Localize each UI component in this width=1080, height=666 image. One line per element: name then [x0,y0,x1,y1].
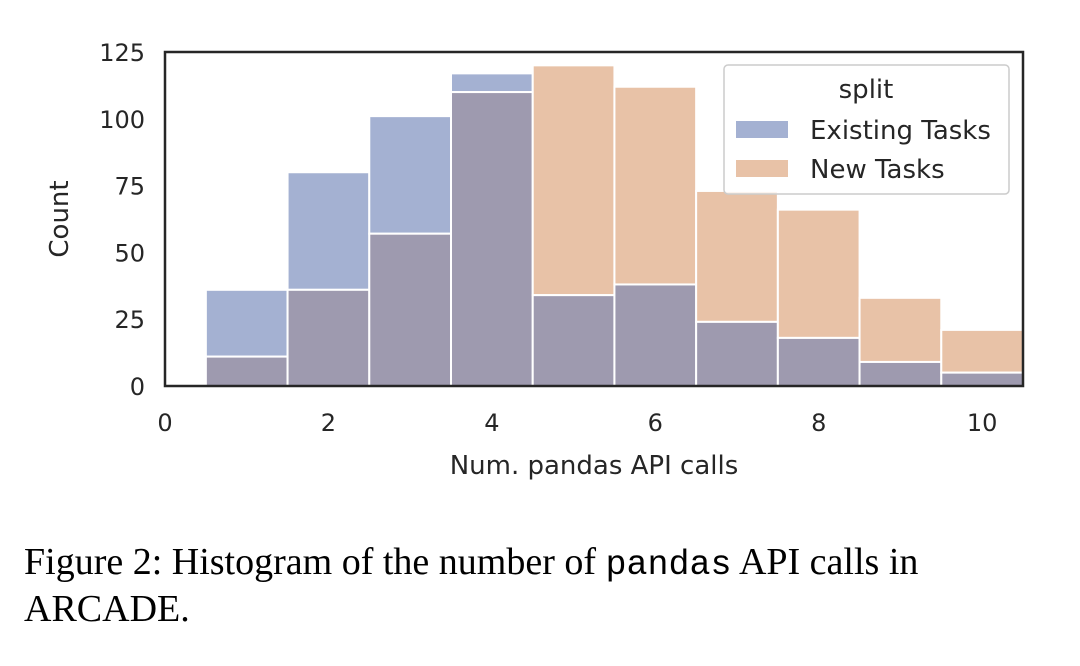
y-axis-ticks: 0 25 50 75 100 125 [99,39,145,401]
x-axis-ticks: 0 2 4 6 8 10 [157,409,997,437]
bar-overlap-bin-2 [286,288,371,388]
y-axis-label: Count [45,180,75,257]
bar-overlap-bin-5 [531,294,616,388]
y-tick-label: 0 [130,373,145,401]
x-tick-label: 10 [967,409,998,437]
bar-new-tasks-bin-6 [613,85,698,286]
bar-overlap-bin-9 [858,360,943,387]
bar-overlap-bin-3 [368,232,452,387]
y-tick-label: 125 [99,39,145,67]
legend-swatch-existing-tasks [736,121,788,138]
bar-overlap-bin-6 [613,283,698,387]
bar-overlap-bin-10 [940,371,1024,388]
bar-existing-tasks-bin-2 [286,171,371,291]
bar-overlap-bin-1 [204,355,289,388]
x-tick-label: 2 [321,409,336,437]
caption-prefix: Figure 2: Histogram of the number of [24,541,606,583]
x-tick-label: 6 [648,409,663,437]
bar-new-tasks-bin-5 [531,64,616,297]
bar-existing-tasks-bin-4 [450,72,534,94]
bar-overlap-bin-4 [450,91,534,388]
legend-label-existing-tasks: Existing Tasks [810,116,991,146]
legend-label-new-tasks: New Tasks [810,155,945,185]
x-tick-label: 8 [811,409,826,437]
bar-overlap-bin-8 [776,336,861,387]
figure-caption: Figure 2: Histogram of the number of pan… [24,540,1064,631]
plot-frame [163,50,1025,388]
y-tick-label: 75 [114,173,145,201]
bar-new-tasks-bin-10 [940,328,1024,374]
caption-code: pandas [605,545,732,585]
legend-frame [723,64,1010,195]
y-tick-label: 25 [114,306,145,334]
bar-new-tasks-bin-8 [776,208,861,339]
caption-suffix: API calls in ARCADE. [24,541,919,630]
legend-title: split [839,75,894,105]
bar-existing-tasks-bin-3 [368,115,452,235]
bar-new-tasks-bin-9 [858,296,943,363]
x-tick-label: 4 [484,409,499,437]
histogram-chart: 0 25 50 75 100 125 0 2 4 6 8 10 Num. pandas API ca… [45,39,1025,481]
x-axis-label: Num. pandas API calls [450,451,739,481]
bar-overlap-bin-7 [695,320,779,388]
y-tick-label: 100 [99,106,145,134]
bar-existing-tasks-bin-1 [204,288,289,358]
bars-layer [204,64,1024,388]
y-tick-label: 50 [114,239,145,267]
x-tick-label: 0 [157,409,172,437]
legend-swatch-new-tasks [736,160,788,177]
legend: split Existing Tasks New Tasks [723,64,1010,195]
bar-new-tasks-bin-7 [695,189,779,323]
